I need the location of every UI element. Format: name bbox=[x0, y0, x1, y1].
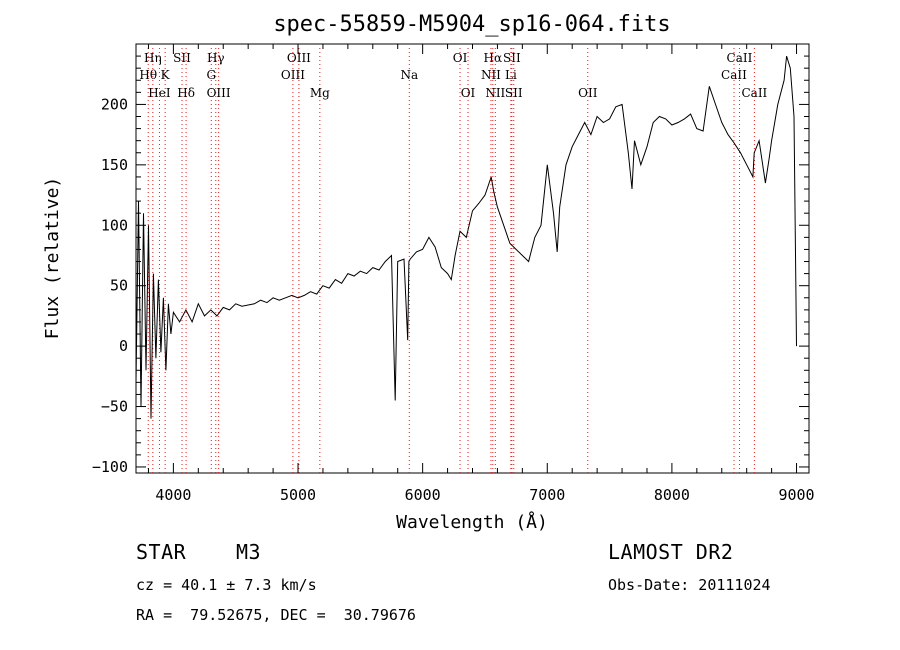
obs-date: Obs-Date: 20111024 bbox=[608, 576, 771, 594]
x-tick-label: 8000 bbox=[654, 486, 690, 504]
y-axis-label: Flux (relative) bbox=[42, 177, 63, 340]
line-marker-label: Hθ bbox=[139, 68, 157, 82]
y-tick-label: 200 bbox=[101, 95, 128, 113]
line-marker-label: Hδ bbox=[177, 86, 195, 100]
object-subclass: M3 bbox=[236, 540, 262, 564]
line-marker-label: CaII bbox=[727, 51, 753, 65]
y-tick-label: 100 bbox=[101, 216, 128, 234]
line-marker-label: Mg bbox=[310, 86, 330, 100]
line-marker-label: K bbox=[161, 68, 171, 82]
spectrum-line bbox=[135, 55, 797, 419]
line-marker-label: Li bbox=[505, 68, 517, 82]
chart-title: spec-55859-M5904_sp16-064.fits bbox=[273, 12, 670, 37]
x-axis-label: Wavelength (Å) bbox=[396, 511, 548, 533]
line-marker-label: OIII bbox=[207, 86, 231, 100]
line-marker-label: OI bbox=[453, 51, 468, 65]
line-marker-label: OI bbox=[461, 86, 476, 100]
line-marker-label: CaII bbox=[721, 68, 747, 82]
line-marker-label: Na bbox=[400, 68, 418, 82]
spectrum-series bbox=[135, 55, 797, 419]
line-marker-label: OII bbox=[578, 86, 598, 100]
x-tick-label: 6000 bbox=[405, 486, 441, 504]
line-marker-label: NII bbox=[485, 86, 505, 100]
axis-ticks: 4000 5000 6000 7000 8000 9000 −100 −50 0 50 100 150… bbox=[92, 44, 815, 504]
x-tick-label: 9000 bbox=[778, 486, 814, 504]
line-marker-label: G bbox=[206, 68, 216, 82]
y-tick-label: 0 bbox=[119, 337, 128, 355]
object-class: STAR bbox=[136, 540, 187, 564]
line-marker-label: SII bbox=[503, 51, 521, 65]
line-marker-label: SII bbox=[505, 86, 523, 100]
line-marker-label: OIII bbox=[281, 68, 305, 82]
y-tick-label: −100 bbox=[92, 458, 128, 476]
coordinates: RA = 79.52675, DEC = 30.79676 bbox=[136, 606, 416, 624]
line-marker-label: SII bbox=[173, 51, 191, 65]
line-marker-label: HeI bbox=[148, 86, 171, 100]
y-tick-label: 150 bbox=[101, 156, 128, 174]
survey-label: LAMOST DR2 bbox=[608, 540, 734, 564]
line-marker-label: Hγ bbox=[207, 51, 225, 65]
line-marker-label: NII bbox=[481, 68, 501, 82]
redshift-readout: cz = 40.1 ± 7.3 km/s bbox=[136, 576, 317, 594]
line-marker-label: Hα bbox=[484, 51, 503, 65]
line-marker-label: CaII bbox=[741, 86, 767, 100]
plot-frame bbox=[135, 43, 810, 474]
x-tick-label: 5000 bbox=[280, 486, 316, 504]
line-marker-label: Hη bbox=[144, 51, 162, 65]
y-tick-label: 50 bbox=[110, 277, 128, 295]
x-tick-label: 7000 bbox=[529, 486, 565, 504]
x-tick-label: 4000 bbox=[155, 486, 191, 504]
y-tick-label: −50 bbox=[101, 398, 128, 416]
line-marker-label: OIII bbox=[287, 51, 311, 65]
